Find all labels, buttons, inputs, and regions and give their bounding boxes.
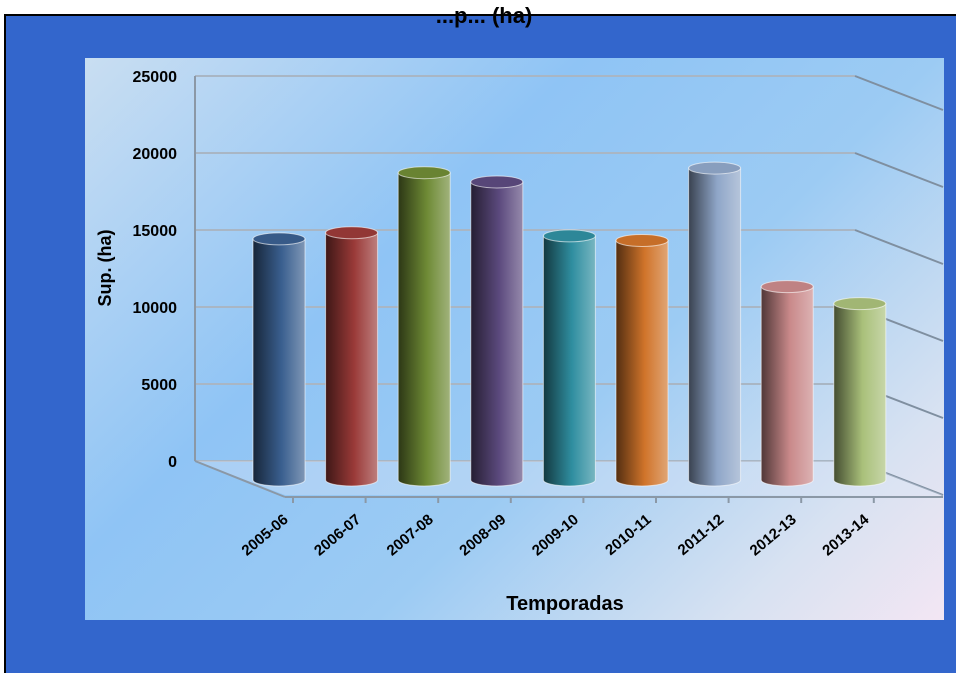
bar-body: [252, 238, 306, 487]
bar-body: [615, 239, 669, 487]
bar-top: [252, 232, 306, 246]
bars: [252, 161, 887, 487]
y-tick-label: 0: [168, 454, 177, 471]
bar-body: [470, 181, 524, 487]
x-tick-label: 2010-11: [602, 511, 654, 559]
x-axis-tick-labels: 2005-06 2006-07 2007-08 2008-09 2009-10 2010-…: [238, 497, 875, 560]
bar-top: [397, 166, 451, 180]
bar: [397, 166, 451, 487]
y-tick-label: 10000: [133, 300, 178, 317]
x-tick-label: 2006-07: [311, 511, 364, 559]
bar: [325, 226, 379, 487]
bar: [615, 233, 669, 487]
x-tick-label: 2009-10: [529, 511, 582, 559]
bar-top: [470, 175, 524, 189]
chart-background: ...p... (ha) 0 5000 10000 15000 20000 25000 2…: [4, 4, 956, 673]
y-tick-label: 20000: [133, 146, 178, 163]
bar-top: [833, 297, 887, 311]
bar-top: [615, 233, 669, 247]
x-tick-label: 2013-14: [819, 511, 873, 560]
bar: [760, 280, 814, 487]
gridline-side: [854, 75, 944, 111]
x-tick-label: 2007-08: [384, 511, 437, 559]
bar-body: [688, 167, 742, 487]
bar: [542, 229, 596, 487]
bar: [252, 232, 306, 487]
y-tick-label: 5000: [141, 377, 177, 394]
gridline-side: [854, 152, 944, 188]
plot-area: 0 5000 10000 15000 20000 25000 2005-06 2006-07…: [85, 58, 944, 620]
bar-body: [542, 235, 596, 487]
bar-top: [688, 161, 742, 175]
x-tick-label: 2011-12: [675, 511, 727, 559]
bar-chart: 0 5000 10000 15000 20000 25000 2005-06 2006-07…: [95, 69, 944, 615]
bar: [688, 161, 742, 487]
floor-edge: [194, 460, 286, 498]
y-tick-label: 25000: [133, 69, 178, 86]
bar-body: [760, 286, 814, 487]
bar-top: [760, 280, 814, 294]
chart-title: ...p... (ha): [435, 4, 533, 28]
y-axis-tick-labels: 0 5000 10000 15000 20000 25000: [133, 69, 178, 471]
x-tick-label: 2005-06: [238, 511, 291, 559]
bar-top: [325, 226, 379, 240]
x-tick-label: 2012-13: [747, 511, 800, 559]
x-tick-label: 2008-09: [456, 511, 509, 559]
bar-body: [397, 172, 451, 487]
bar: [470, 175, 524, 487]
bar-body: [325, 232, 379, 487]
x-axis-label: Temporadas: [506, 593, 623, 615]
y-tick-label: 15000: [133, 223, 178, 240]
y-axis-label: Sup. (ha): [95, 230, 115, 307]
bar-top: [542, 229, 596, 243]
gridline-side: [854, 229, 944, 265]
bar: [833, 297, 887, 487]
bar-body: [833, 303, 887, 487]
